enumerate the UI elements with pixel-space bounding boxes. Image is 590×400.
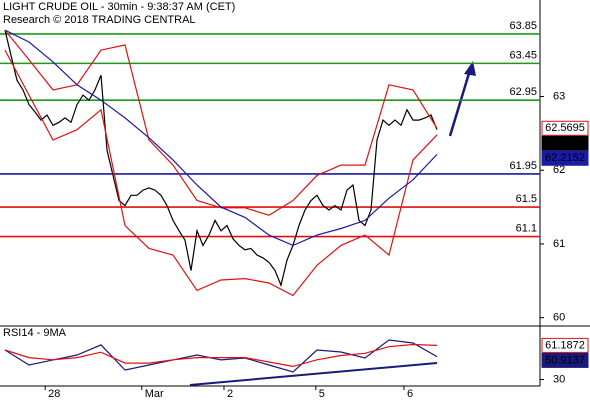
rsi-trendline	[189, 362, 438, 386]
x-tick-label: 5	[319, 388, 325, 400]
series-line	[4, 343, 438, 368]
value-box	[541, 120, 589, 136]
series-line	[4, 339, 438, 373]
y-tick-label: 63	[553, 90, 565, 102]
level-label: 63.85	[509, 20, 537, 32]
series-line	[4, 49, 438, 297]
level-label: 61.1	[516, 222, 537, 234]
y-tick-label: 30	[553, 373, 565, 385]
y-tick-label: 62	[553, 164, 565, 176]
value-box-label: 62.2152	[545, 152, 585, 164]
rsi-title: RSI14 - 9MA	[3, 327, 67, 339]
x-tick-label: 2	[227, 388, 233, 400]
level-label: 61.5	[516, 193, 537, 205]
value-box	[541, 352, 589, 368]
x-tick-label: Mar	[145, 388, 164, 400]
x-tick-label: 28	[48, 388, 60, 400]
arrow-head	[464, 61, 476, 76]
level-label: 63.45	[509, 49, 537, 61]
chart-subtitle: Research © 2018 TRADING CENTRAL	[3, 14, 196, 26]
series-line	[4, 29, 438, 247]
value-box-label: 61.1872	[545, 339, 585, 351]
trend-arrow	[448, 69, 472, 137]
value-box	[541, 150, 589, 166]
value-box-label: 62.5695	[545, 122, 585, 134]
value-box-label: 62.55	[551, 137, 579, 149]
y-tick-label: 60	[553, 312, 565, 324]
series-line	[4, 30, 438, 288]
level-label: 62.95	[509, 86, 537, 98]
level-label: 61.95	[509, 160, 537, 172]
value-box	[541, 135, 589, 151]
x-tick-label: 6	[407, 388, 413, 400]
value-box-label: 50.9137	[545, 354, 585, 366]
y-tick-label: 61	[553, 238, 565, 250]
value-box	[541, 337, 589, 353]
chart-title: LIGHT CRUDE OIL - 30min - 9:38:37 AM (CE…	[3, 1, 235, 13]
